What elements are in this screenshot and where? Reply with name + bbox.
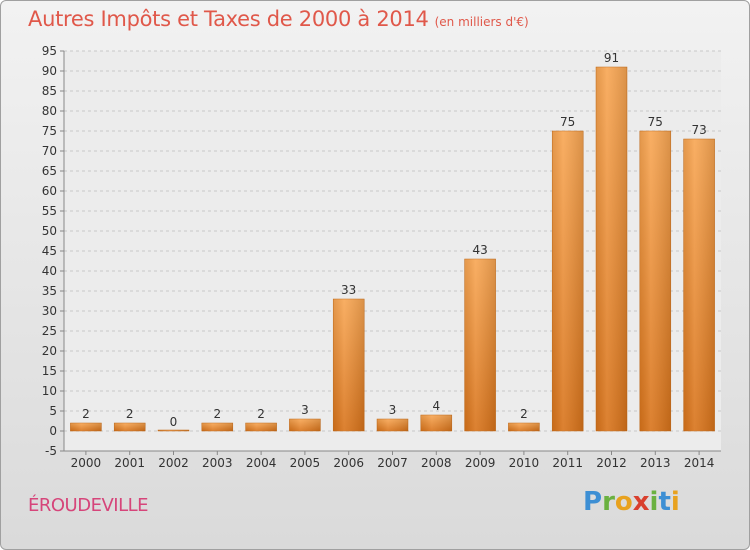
proxiti-logo: Proxiti — [583, 487, 680, 517]
y-tick-label: 35 — [42, 284, 57, 298]
y-tick-label: 70 — [42, 144, 57, 158]
x-tick-label: 2006 — [333, 456, 364, 470]
x-tick-label: 2001 — [114, 456, 145, 470]
logo-letter: x — [632, 487, 650, 517]
bar-shade — [420, 415, 452, 431]
y-tick-label: -5 — [45, 444, 57, 458]
x-tick-label: 2007 — [377, 456, 408, 470]
x-tick-label: 2014 — [684, 456, 715, 470]
bar-shade — [683, 139, 715, 431]
chart-title: Autres Impôts et Taxes de 2000 à 2014 (en… — [28, 7, 529, 31]
y-tick-label: 5 — [49, 404, 57, 418]
data-label: 2 — [520, 407, 528, 421]
data-label: 43 — [472, 243, 487, 257]
data-label: 3 — [389, 403, 397, 417]
bar-shade — [158, 430, 189, 431]
bar-shade — [464, 259, 496, 431]
data-label: 33 — [341, 283, 356, 297]
bar-shade — [70, 423, 102, 431]
chart-title-text: Autres Impôts et Taxes de 2000 à 2014 — [28, 7, 429, 31]
y-tick-label: 40 — [42, 264, 57, 278]
data-label: 3 — [301, 403, 309, 417]
logo-letter: o — [614, 487, 633, 517]
data-label: 0 — [170, 415, 178, 429]
bar-shade — [245, 423, 277, 431]
bar-shade — [596, 67, 627, 431]
bar-shade — [377, 419, 408, 431]
y-tick-label: 65 — [42, 164, 57, 178]
bar-shade — [201, 423, 233, 431]
logo-letter: r — [602, 487, 615, 517]
x-tick-label: 2000 — [71, 456, 102, 470]
y-tick-label: 75 — [42, 124, 57, 138]
x-tick-label: 2003 — [202, 456, 233, 470]
bar-shade — [552, 131, 584, 431]
x-tick-label: 2012 — [596, 456, 627, 470]
y-tick-label: 50 — [42, 224, 57, 238]
x-tick-label: 2005 — [290, 456, 321, 470]
logo-letter: i — [670, 487, 680, 517]
y-tick-label: 95 — [42, 44, 57, 58]
x-tick-label: 2013 — [640, 456, 671, 470]
x-tick-label: 2010 — [509, 456, 540, 470]
y-tick-label: 55 — [42, 204, 57, 218]
data-label: 4 — [432, 399, 440, 413]
y-tick-label: 45 — [42, 244, 57, 258]
y-tick-label: 30 — [42, 304, 57, 318]
y-tick-label: 0 — [49, 424, 57, 438]
data-label: 2 — [257, 407, 265, 421]
data-label: 75 — [560, 115, 575, 129]
data-label: 2 — [126, 407, 134, 421]
logo-letter: i — [649, 487, 659, 517]
logo-letter: P — [583, 487, 603, 517]
bar-shade — [114, 423, 146, 431]
commune-name: ÉROUDEVILLE — [28, 495, 149, 516]
x-tick-label: 2002 — [158, 456, 189, 470]
y-tick-label: 20 — [42, 344, 57, 358]
y-tick-label: 90 — [42, 64, 57, 78]
x-tick-label: 2008 — [421, 456, 452, 470]
data-label: 91 — [604, 51, 619, 65]
x-tick-label: 2004 — [246, 456, 277, 470]
bar-shade — [333, 299, 365, 431]
y-tick-label: 60 — [42, 184, 57, 198]
bar-shade — [508, 423, 540, 431]
data-label: 75 — [648, 115, 663, 129]
logo-letter: t — [658, 487, 671, 517]
y-tick-label: 25 — [42, 324, 57, 338]
chart-subtitle: (en milliers d'€) — [434, 15, 529, 29]
data-label: 2 — [213, 407, 221, 421]
y-tick-label: 85 — [42, 84, 57, 98]
data-label: 73 — [691, 123, 706, 137]
y-tick-label: 80 — [42, 104, 57, 118]
data-label: 2 — [82, 407, 90, 421]
y-tick-label: 15 — [42, 364, 57, 378]
bar-shade — [639, 131, 671, 431]
x-tick-label: 2009 — [465, 456, 496, 470]
x-tick-label: 2011 — [552, 456, 583, 470]
bar-shade — [289, 419, 321, 431]
y-tick-label: 10 — [42, 384, 57, 398]
